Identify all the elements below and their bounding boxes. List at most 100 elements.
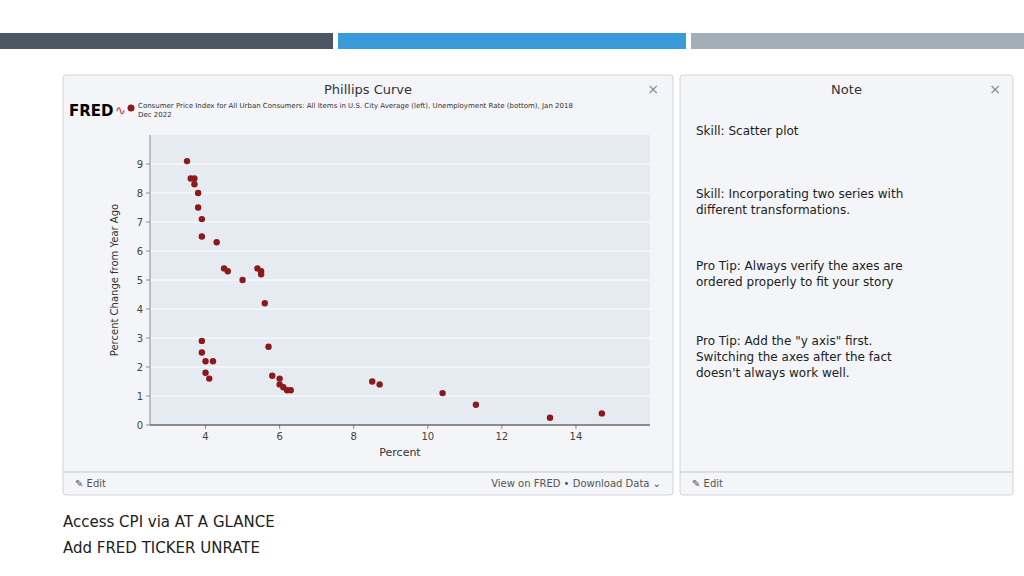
scatter-point — [369, 378, 375, 384]
scatter-point — [213, 239, 219, 245]
grid-line — [150, 396, 650, 397]
scatter-point — [202, 358, 208, 364]
grid-line — [150, 251, 650, 252]
edit-link[interactable]: ✎ Edit — [75, 478, 106, 489]
note-line: Pro Tip: Always verify the axes are order… — [696, 259, 903, 289]
y-tick — [146, 367, 150, 368]
y-tick — [146, 396, 150, 397]
scatter-point — [199, 233, 205, 239]
y-tick-label: 8 — [137, 188, 143, 199]
grid-line — [150, 280, 650, 281]
scatter-point — [262, 300, 268, 306]
y-tick — [146, 251, 150, 252]
legend-entry-line: Consumer Price Index for All Urban Consu… — [138, 102, 573, 110]
y-axis-label: Percent Change from Year Ago — [109, 204, 120, 356]
panel — [680, 75, 1013, 495]
scatter-point — [473, 402, 479, 408]
y-tick-label: 9 — [137, 159, 143, 170]
close-button[interactable]: × — [989, 81, 1001, 97]
y-tick — [146, 338, 150, 339]
note-line-line: Pro Tip: Always verify the axes are — [696, 259, 903, 273]
close-button[interactable]: × — [647, 81, 659, 97]
y-tick-label: 4 — [137, 304, 143, 315]
x-tick-label: 4 — [202, 431, 208, 442]
scatter-point — [195, 204, 201, 210]
fred-logo-mark: ∿ — [115, 103, 126, 118]
note-line: Pro Tip: Add the "y axis" first. Switchin… — [696, 334, 892, 380]
legend-swatch — [128, 105, 135, 112]
x-axis-label: Percent — [379, 446, 421, 459]
view-on-fred-link[interactable]: View on FRED • Download Data ⌄ — [491, 478, 661, 489]
y-tick — [146, 309, 150, 310]
scatter-point — [199, 338, 205, 344]
grid-line — [150, 309, 650, 310]
note-line: Skill: Incorporating two series with diff… — [696, 187, 903, 217]
grid-line — [150, 164, 650, 165]
scatter-point — [184, 158, 190, 164]
note-line-line: Switching the axes after the fact — [696, 350, 892, 364]
y-tick-label: 1 — [137, 391, 143, 402]
points — [184, 158, 605, 421]
background — [0, 0, 1024, 576]
scatter-point — [276, 375, 282, 381]
x-tick-label: 12 — [495, 431, 508, 442]
header-bar — [691, 33, 1024, 49]
scatter-point — [202, 370, 208, 376]
y-tick — [146, 193, 150, 194]
y-tick-label: 3 — [137, 333, 143, 344]
x-axis-line — [150, 424, 650, 425]
scatter-point — [547, 415, 553, 421]
panel-separator — [63, 472, 673, 473]
note-line-line: Skill: Incorporating two series with — [696, 187, 903, 201]
scatter-point — [199, 216, 205, 222]
scatter-point — [199, 349, 205, 355]
note-line-line: Pro Tip: Add the "y axis" first. — [696, 334, 872, 348]
x-tick-label: 14 — [570, 431, 583, 442]
y-tick-label: 2 — [137, 362, 143, 373]
grid-line — [150, 367, 650, 368]
scatter-point — [258, 271, 264, 277]
note-line-line: different transformations. — [696, 203, 850, 217]
y-tick-label: 6 — [137, 246, 143, 257]
header-bar — [0, 33, 333, 49]
scatter-point — [439, 390, 445, 396]
grid-line — [150, 222, 650, 223]
page: Phillips Curve0123456789468101214Percent… — [0, 0, 1024, 576]
scatter-point — [206, 375, 212, 381]
legend-entry: Consumer Price Index for All Urban Consu… — [138, 102, 573, 119]
scatter-point — [269, 373, 275, 379]
grid — [150, 164, 650, 425]
x-tick-label: 10 — [421, 431, 434, 442]
scatter-point — [376, 381, 382, 387]
y-axis-line — [150, 135, 151, 425]
bottom-text: Access CPI via AT A GLANCE — [63, 513, 275, 531]
chart-title: Phillips Curve — [324, 82, 412, 97]
scatter-point — [239, 277, 245, 283]
fred-logo: FRED — [69, 102, 114, 120]
scatter-point — [191, 181, 197, 187]
legend-entry-line: Dec 2022 — [138, 111, 172, 119]
grid-line — [150, 338, 650, 339]
scatter-point — [265, 344, 271, 350]
scatter-point — [195, 190, 201, 196]
y-tick-label: 7 — [137, 217, 143, 228]
y-tick — [146, 222, 150, 223]
note-line-line: ordered properly to fit your story — [696, 275, 893, 289]
grid-line — [150, 425, 650, 426]
panel — [63, 75, 673, 495]
scatter-point — [191, 175, 197, 181]
edit-link[interactable]: ✎ Edit — [692, 478, 723, 489]
scatter-point — [225, 268, 231, 274]
note-line: Skill: Scatter plot — [696, 124, 799, 138]
panel-separator — [680, 472, 1013, 473]
bottom-text: Add FRED TICKER UNRATE — [63, 539, 260, 557]
x-tick-label: 8 — [351, 431, 357, 442]
plot-background — [150, 135, 650, 425]
grid-line — [150, 193, 650, 194]
note-line-line: doesn't always work well. — [696, 366, 850, 380]
y-tick-label: 5 — [137, 275, 143, 286]
header-bar — [338, 33, 686, 49]
scatter-point — [210, 358, 216, 364]
y-tick — [146, 280, 150, 281]
x-tick-label: 6 — [276, 431, 282, 442]
